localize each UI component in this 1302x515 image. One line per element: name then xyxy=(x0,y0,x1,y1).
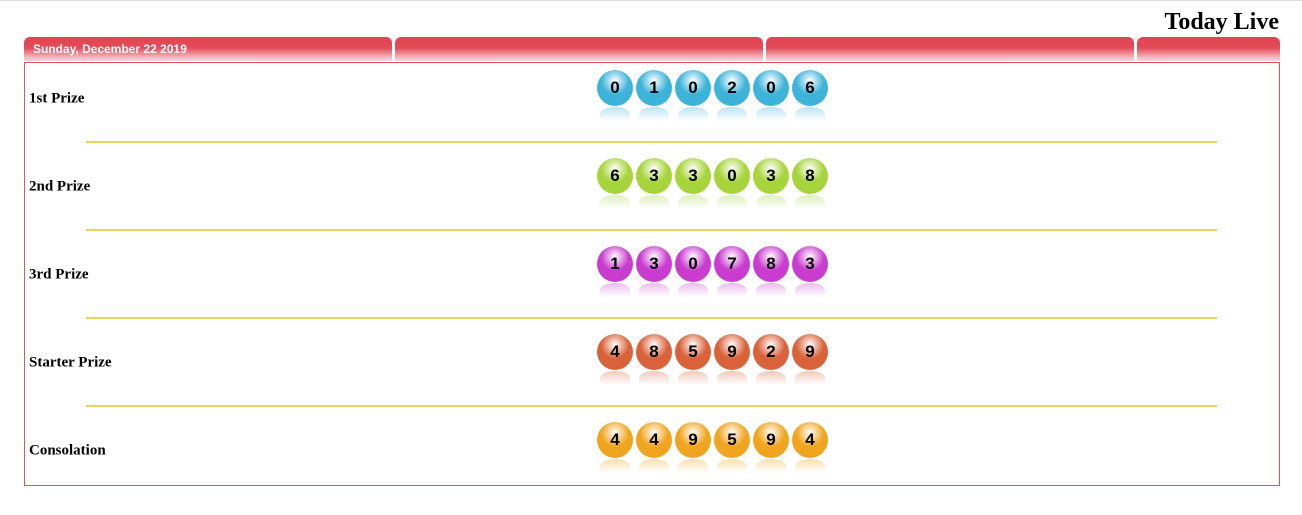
results-panel: 1st Prize 0 1 0 2 0 6 2nd Prize 6 3 3 0 3 8 3rd Prize 1… xyxy=(24,62,1280,486)
ball-digit: 6 xyxy=(805,78,815,97)
ball-digit: 4 xyxy=(610,430,620,449)
ball-digit: 8 xyxy=(805,166,815,185)
ball-digit: 9 xyxy=(727,342,737,361)
number-ball: 3 xyxy=(636,246,672,297)
number-ball: 6 xyxy=(597,158,633,209)
number-ball: 4 xyxy=(597,334,633,385)
ball-digit: 1 xyxy=(610,254,620,273)
ball-digit: 9 xyxy=(766,430,776,449)
ball-digit: 3 xyxy=(766,166,776,185)
number-ball: 8 xyxy=(636,334,672,385)
prize-label: 3rd Prize xyxy=(29,266,89,283)
number-ball: 9 xyxy=(714,334,750,385)
row-separator xyxy=(86,317,1217,319)
prize-numbers: 1 3 0 7 8 3 xyxy=(597,246,828,297)
ball-digit: 5 xyxy=(727,430,737,449)
ball-digit: 3 xyxy=(649,166,659,185)
tab-date[interactable]: Sunday, December 22 2019 xyxy=(24,37,392,61)
number-ball: 5 xyxy=(675,334,711,385)
ball-digit: 5 xyxy=(688,342,698,361)
ball-digit: 2 xyxy=(727,78,737,97)
ball-digit: 8 xyxy=(649,342,659,361)
number-ball: 3 xyxy=(792,246,828,297)
number-ball: 6 xyxy=(792,70,828,121)
tab-4[interactable] xyxy=(1137,37,1280,61)
number-ball: 5 xyxy=(714,422,750,473)
number-ball: 1 xyxy=(597,246,633,297)
page-title: Today Live xyxy=(1164,9,1279,35)
ball-digit: 4 xyxy=(649,430,659,449)
prize-numbers: 4 4 9 5 9 4 xyxy=(597,422,828,473)
number-ball: 9 xyxy=(753,422,789,473)
ball-digit: 0 xyxy=(688,254,698,273)
number-ball: 2 xyxy=(753,334,789,385)
prize-label: 1st Prize xyxy=(29,90,85,107)
ball-digit: 4 xyxy=(805,430,815,449)
number-ball: 4 xyxy=(597,422,633,473)
row-separator xyxy=(86,141,1217,143)
ball-digit: 0 xyxy=(610,78,620,97)
number-ball: 0 xyxy=(753,70,789,121)
number-ball: 0 xyxy=(675,70,711,121)
ball-digit: 3 xyxy=(688,166,698,185)
prize-label: 2nd Prize xyxy=(29,178,91,195)
tab-3[interactable] xyxy=(766,37,1134,61)
number-ball: 1 xyxy=(636,70,672,121)
number-ball: 8 xyxy=(753,246,789,297)
prize-label: Starter Prize xyxy=(29,354,112,371)
number-ball: 9 xyxy=(675,422,711,473)
number-ball: 0 xyxy=(675,246,711,297)
number-ball: 9 xyxy=(792,334,828,385)
ball-digit: 8 xyxy=(766,254,776,273)
number-ball: 3 xyxy=(753,158,789,209)
ball-digit: 6 xyxy=(610,166,620,185)
prize-numbers: 4 8 5 9 2 9 xyxy=(597,334,828,385)
ball-digit: 1 xyxy=(649,78,659,97)
row-separator xyxy=(86,229,1217,231)
number-ball: 2 xyxy=(714,70,750,121)
number-ball: 8 xyxy=(792,158,828,209)
ball-digit: 4 xyxy=(610,342,620,361)
ball-digit: 0 xyxy=(727,166,737,185)
number-ball: 7 xyxy=(714,246,750,297)
number-ball: 0 xyxy=(597,70,633,121)
prize-label: Consolation xyxy=(29,442,106,459)
number-ball: 3 xyxy=(636,158,672,209)
top-divider xyxy=(0,0,1302,1)
number-ball: 0 xyxy=(714,158,750,209)
number-ball: 4 xyxy=(792,422,828,473)
number-ball: 3 xyxy=(675,158,711,209)
ball-digit: 0 xyxy=(688,78,698,97)
ball-digit: 9 xyxy=(805,342,815,361)
ball-digit: 3 xyxy=(805,254,815,273)
ball-digit: 9 xyxy=(688,430,698,449)
prize-numbers: 6 3 3 0 3 8 xyxy=(597,158,828,209)
ball-digit: 0 xyxy=(766,78,776,97)
ball-digit: 3 xyxy=(649,254,659,273)
ball-digit: 2 xyxy=(766,342,776,361)
ball-digit: 7 xyxy=(727,254,737,273)
tab-2[interactable] xyxy=(395,37,763,61)
prize-numbers: 0 1 0 2 0 6 xyxy=(597,70,828,121)
row-separator xyxy=(86,405,1217,407)
number-ball: 4 xyxy=(636,422,672,473)
